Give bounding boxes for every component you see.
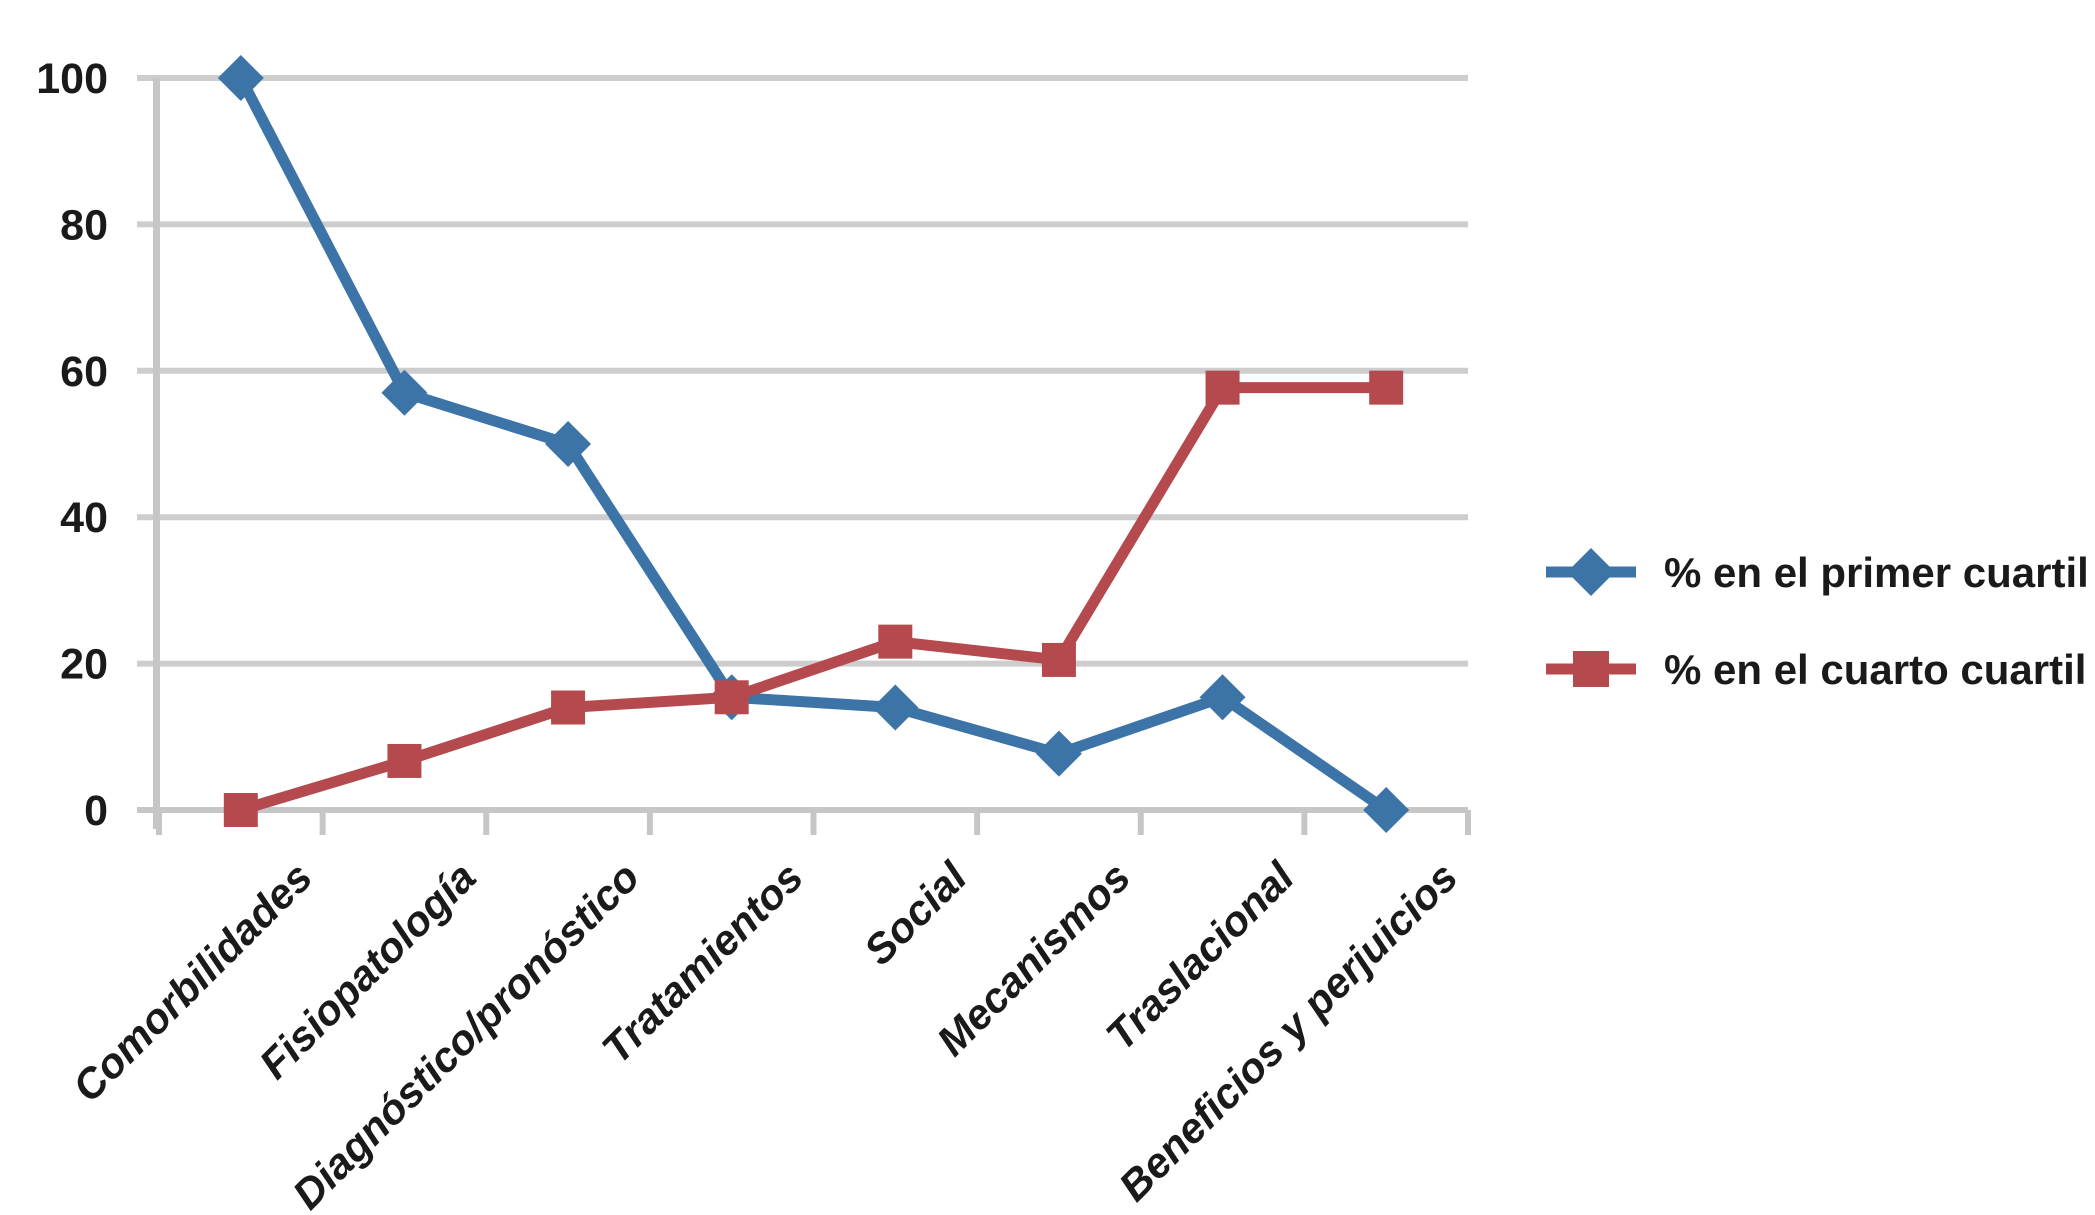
- x-axis-category-label: Beneficios y perjuicios: [1110, 853, 1467, 1210]
- y-axis-tick-label: 60: [60, 348, 108, 396]
- data-point-square: [878, 624, 913, 659]
- x-axis-category-label: Social: [855, 852, 977, 974]
- legend-label: % en el primer cuartil: [1664, 549, 2089, 596]
- legend-item: % en el cuarto cuartil: [1546, 646, 2086, 693]
- gridlines: [137, 75, 1468, 813]
- data-point-square: [1369, 370, 1404, 405]
- x-axis-labels: ComorbilidadesFisiopatologíaDiagnóstico/…: [63, 852, 1466, 1215]
- data-point-diamond: [1199, 674, 1246, 721]
- legend: % en el primer cuartil % en el cuarto cua…: [1546, 548, 2089, 693]
- y-axis-tick-label: 100: [36, 55, 108, 103]
- y-axis-tick-label: 0: [84, 787, 108, 835]
- series-line: [235, 382, 1392, 816]
- data-point-square: [387, 743, 422, 778]
- data-point-square: [1205, 370, 1240, 405]
- y-axis-tick-label: 20: [60, 641, 108, 689]
- y-axis-tick-label: 40: [60, 494, 108, 542]
- data-point-square: [1041, 642, 1076, 677]
- legend-marker-square: [1573, 651, 1609, 687]
- data-point-diamond: [1363, 787, 1410, 833]
- legend-label: % en el cuarto cuartil: [1664, 646, 2086, 693]
- data-point-diamond: [1035, 730, 1082, 777]
- y-axis-labels: 0 20 40 60 80 100: [36, 55, 108, 835]
- series-primer-cuartil: [217, 55, 1410, 833]
- data-point-diamond: [217, 55, 264, 101]
- data-point-diamond: [872, 684, 919, 731]
- data-point-square: [223, 793, 258, 827]
- y-axis-tick-label: 80: [60, 201, 108, 249]
- series-cuarto-cuartil: [223, 370, 1404, 827]
- data-point-diamond: [381, 369, 428, 416]
- x-axis-ticks: [156, 810, 1471, 835]
- data-point-square: [551, 690, 586, 725]
- series-line: [235, 72, 1392, 816]
- data-point-square: [714, 680, 749, 715]
- legend-item: % en el primer cuartil: [1546, 548, 2089, 596]
- x-axis-category-label: Diagnóstico/pronóstico: [283, 853, 648, 1215]
- data-point-diamond: [545, 421, 592, 467]
- legend-marker-diamond: [1567, 548, 1615, 596]
